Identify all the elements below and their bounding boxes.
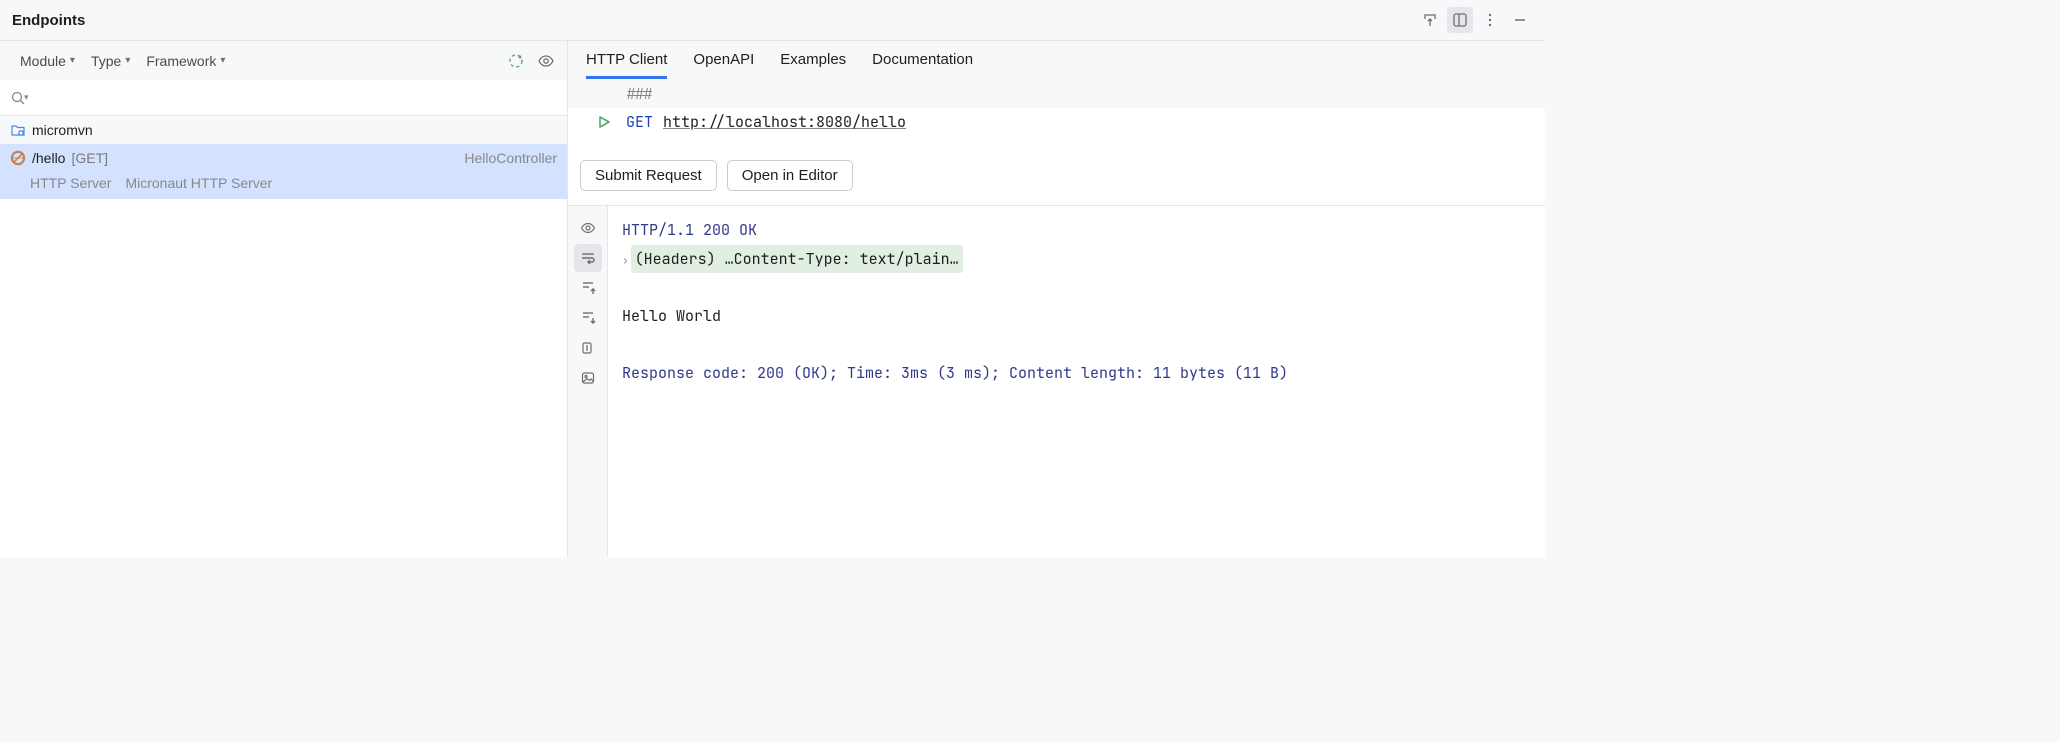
chevron-down-icon: ▾ — [70, 55, 75, 66]
open-in-editor-button[interactable]: Open in Editor — [727, 160, 853, 191]
chevron-down-icon: ▾ — [220, 55, 225, 66]
chevron-down-icon: ▾ — [125, 55, 130, 66]
response-headers-folded[interactable]: (Headers) …Content-Type: text/plain… — [631, 245, 963, 274]
http-client-pane: ### GET http://localhost:8080/hello Subm… — [568, 80, 1545, 557]
search-dropdown-icon[interactable]: ▾ — [24, 92, 29, 103]
tab-openapi[interactable]: OpenAPI — [693, 43, 754, 79]
filter-type-label: Type — [91, 53, 121, 69]
submit-request-button[interactable]: Submit Request — [580, 160, 717, 191]
endpoints-tree-pane: ▾ micromvn — [0, 80, 568, 557]
toolbar-left: Module ▾ Type ▾ Framework ▾ — [0, 41, 568, 80]
fold-caret-icon[interactable]: › — [622, 254, 629, 268]
endpoint-path: /hello — [32, 150, 65, 166]
endpoint-icon — [10, 150, 26, 166]
panel-title: Endpoints — [12, 12, 85, 29]
image-icon[interactable] — [574, 364, 602, 392]
wrap-icon[interactable] — [574, 244, 602, 272]
endpoints-tree: micromvn /hello [GET] HelloController — [0, 116, 567, 557]
request-separator: ### — [626, 84, 653, 104]
module-icon — [10, 122, 26, 138]
panel-header: Endpoints — [0, 0, 1545, 40]
filter-module-label: Module — [20, 53, 66, 69]
filter-type[interactable]: Type ▾ — [83, 49, 138, 73]
tabs: HTTP Client OpenAPI Examples Documentati… — [568, 41, 973, 80]
endpoint-framework: Micronaut HTTP Server — [125, 175, 272, 191]
filter-module[interactable]: Module ▾ — [12, 49, 83, 73]
response-body[interactable]: HTTP/1.1 200 OK ›(Headers) …Content-Type… — [608, 206, 1545, 557]
search-row[interactable]: ▾ — [0, 80, 567, 116]
layout-toggle-icon[interactable] — [1447, 7, 1473, 33]
copy-icon[interactable] — [574, 334, 602, 362]
response-status-line: HTTP/1.1 200 OK — [622, 220, 757, 240]
endpoint-controller: HelloController — [464, 150, 557, 166]
scroll-up-icon[interactable] — [574, 274, 602, 302]
tab-documentation[interactable]: Documentation — [872, 43, 973, 79]
tab-examples[interactable]: Examples — [780, 43, 846, 79]
endpoint-method: [GET] — [71, 150, 108, 166]
filter-framework-label: Framework — [146, 53, 216, 69]
tab-http-client[interactable]: HTTP Client — [586, 43, 667, 79]
response-summary: Response code: 200 (OK); Time: 3ms (3 ms… — [622, 363, 1288, 383]
filter-framework[interactable]: Framework ▾ — [138, 49, 233, 73]
export-icon[interactable] — [1417, 7, 1443, 33]
endpoint-server: HTTP Server — [30, 175, 111, 191]
eye-icon[interactable] — [574, 214, 602, 242]
header-actions — [1417, 7, 1533, 33]
preview-icon[interactable] — [533, 48, 559, 74]
run-gutter-icon[interactable] — [592, 115, 616, 129]
tree-endpoint-row[interactable]: /hello [GET] HelloController HTTP Server… — [0, 144, 567, 199]
scroll-down-icon[interactable] — [574, 304, 602, 332]
request-editor[interactable]: ### GET http://localhost:8080/hello — [568, 80, 1545, 136]
response-body-text: Hello World — [622, 306, 721, 326]
request-buttons: Submit Request Open in Editor — [568, 136, 1545, 205]
toolbar: Module ▾ Type ▾ Framework ▾ — [0, 40, 1545, 80]
refresh-icon[interactable] — [503, 48, 529, 74]
request-verb: GET — [626, 112, 653, 132]
request-url: http://localhost:8080/hello — [663, 112, 906, 132]
minimize-icon[interactable] — [1507, 7, 1533, 33]
more-icon[interactable] — [1477, 7, 1503, 33]
response-gutter — [568, 206, 608, 557]
tree-module-row[interactable]: micromvn — [0, 116, 567, 144]
module-name: micromvn — [32, 122, 93, 138]
